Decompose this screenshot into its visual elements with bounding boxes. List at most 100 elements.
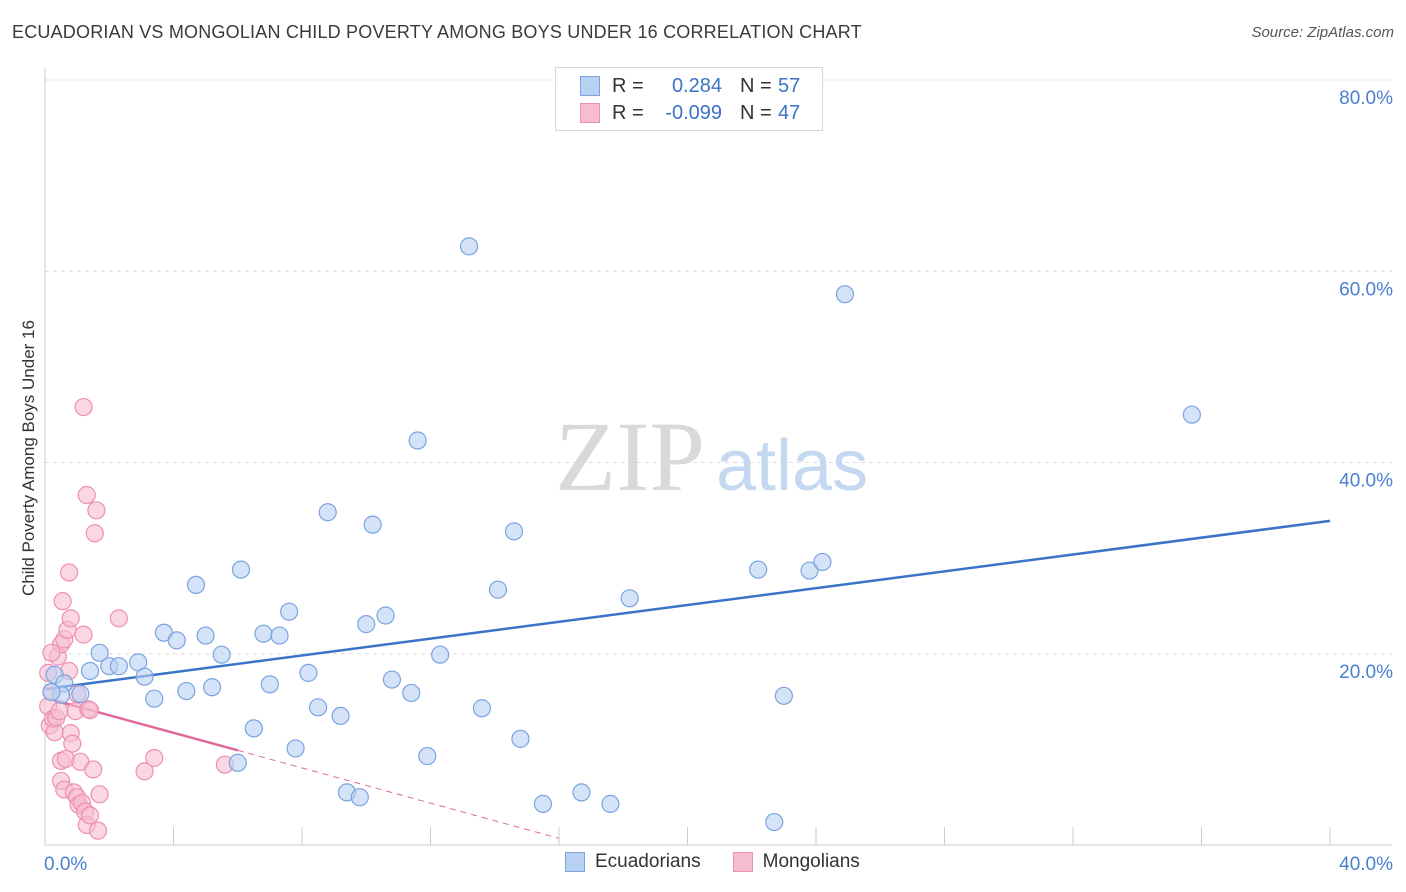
legend-r-label: R = — [612, 74, 644, 97]
legend-swatch-blue — [580, 76, 600, 96]
point-mongolian — [87, 501, 106, 520]
point-ecuadorian — [286, 739, 305, 758]
point-mongolian — [53, 592, 72, 611]
legend-row-ecuadorians: R = 0.284 N = 57 — [580, 73, 800, 99]
point-mongolian — [74, 397, 93, 417]
trend-line-ecuadorians — [44, 519, 1331, 691]
y-axis-label: Child Poverty Among Boys Under 16 — [19, 320, 38, 596]
point-mongolian — [77, 485, 96, 505]
point-ecuadorian — [774, 686, 793, 705]
legend-label-ecuadorians: Ecuadorians — [595, 851, 701, 872]
point-mongolian — [50, 702, 69, 721]
watermark-zip: ZIP — [555, 401, 705, 512]
y-tick-label: 40.0% — [1339, 471, 1393, 492]
point-ecuadorian — [71, 684, 90, 704]
series-legend: Ecuadorians Mongolians — [565, 851, 892, 873]
point-ecuadorian — [90, 643, 109, 662]
point-ecuadorian — [408, 431, 427, 450]
point-ecuadorian — [145, 689, 164, 708]
point-ecuadorian — [177, 681, 196, 701]
point-mongolian — [80, 701, 100, 720]
legend-item-mongolians[interactable]: Mongolians — [732, 851, 860, 873]
point-ecuadorian — [244, 719, 263, 738]
y-tick-labels: 20.0% 40.0% 60.0% 80.0% — [1339, 88, 1393, 683]
point-mongolian — [85, 524, 104, 543]
point-ecuadorian — [260, 675, 279, 694]
legend-swatch-ecuadorians — [565, 852, 585, 872]
y-tick-label: 60.0% — [1339, 279, 1393, 300]
point-ecuadorian — [533, 794, 553, 813]
point-mongolian — [42, 643, 61, 662]
point-ecuadorian — [382, 670, 402, 689]
point-ecuadorian — [357, 615, 376, 634]
point-ecuadorian — [254, 624, 273, 643]
point-ecuadorian — [331, 706, 350, 726]
legend-n-label: N = — [740, 74, 772, 97]
point-ecuadorian — [418, 746, 437, 766]
chart-source: Source: ZipAtlas.com — [1251, 24, 1394, 41]
point-mongolian — [74, 625, 93, 644]
point-mongolian — [59, 563, 79, 582]
legend-row-mongolians: R = -0.099 N = 47 — [580, 100, 800, 126]
point-mongolian — [90, 785, 109, 804]
point-ecuadorian — [488, 580, 508, 599]
point-ecuadorian — [504, 522, 524, 541]
point-ecuadorian — [228, 753, 247, 772]
x-tick-label: 40.0% — [1339, 854, 1393, 875]
point-ecuadorian — [472, 699, 491, 718]
point-ecuadorian — [402, 683, 421, 703]
point-ecuadorian — [270, 626, 289, 645]
point-ecuadorian — [350, 788, 369, 807]
point-ecuadorian — [459, 237, 479, 256]
point-ecuadorian — [572, 783, 591, 802]
point-ecuadorian — [800, 561, 819, 580]
point-ecuadorian — [318, 503, 337, 522]
legend-swatch-pink — [580, 103, 600, 123]
point-mongolian — [88, 821, 108, 840]
point-ecuadorian — [202, 678, 222, 697]
point-ecuadorian — [167, 631, 186, 650]
point-ecuadorian — [765, 812, 784, 832]
point-ecuadorian — [813, 552, 832, 572]
legend-label-mongolians: Mongolians — [762, 851, 860, 872]
point-ecuadorian — [135, 667, 154, 686]
point-mongolian — [61, 609, 80, 628]
stats-legend: R = 0.284 N = 57 R = -0.099 N = 47 — [555, 67, 823, 131]
point-mongolian — [135, 762, 154, 781]
point-ecuadorian — [212, 645, 231, 664]
point-mongolian — [145, 748, 164, 768]
point-ecuadorian — [196, 626, 215, 645]
point-ecuadorian — [308, 698, 328, 717]
point-ecuadorian — [376, 606, 395, 625]
x-tick-labels: 0.0% 40.0% — [44, 854, 1393, 875]
legend-n-label: N = — [740, 101, 772, 124]
point-ecuadorian — [231, 560, 251, 579]
legend-r-value: -0.099 — [665, 101, 722, 124]
data-points — [39, 237, 1201, 840]
point-ecuadorian — [363, 515, 382, 534]
point-ecuadorian — [109, 657, 128, 676]
point-mongolian — [84, 760, 103, 779]
legend-item-ecuadorians[interactable]: Ecuadorians — [565, 851, 701, 873]
point-ecuadorian — [186, 575, 206, 595]
point-ecuadorian — [42, 682, 61, 702]
legend-swatch-mongolians — [732, 852, 753, 872]
point-ecuadorian — [431, 645, 450, 664]
point-ecuadorian — [749, 560, 768, 579]
point-ecuadorian — [280, 602, 299, 621]
point-mongolian — [109, 609, 128, 628]
point-ecuadorian — [620, 589, 639, 608]
point-ecuadorian — [80, 661, 100, 681]
point-ecuadorian — [511, 729, 530, 748]
legend-n-value: 57 — [778, 74, 801, 97]
chart-title: ECUADORIAN VS MONGOLIAN CHILD POVERTY AM… — [12, 22, 862, 42]
point-ecuadorian — [299, 663, 318, 682]
point-ecuadorian — [601, 794, 620, 813]
point-mongolian — [80, 806, 100, 825]
trend-line-mongolians-extension — [237, 749, 560, 839]
legend-r-label: R = — [612, 101, 644, 124]
y-tick-label: 80.0% — [1339, 88, 1393, 109]
point-ecuadorian — [835, 285, 855, 304]
point-mongolian — [63, 734, 82, 753]
